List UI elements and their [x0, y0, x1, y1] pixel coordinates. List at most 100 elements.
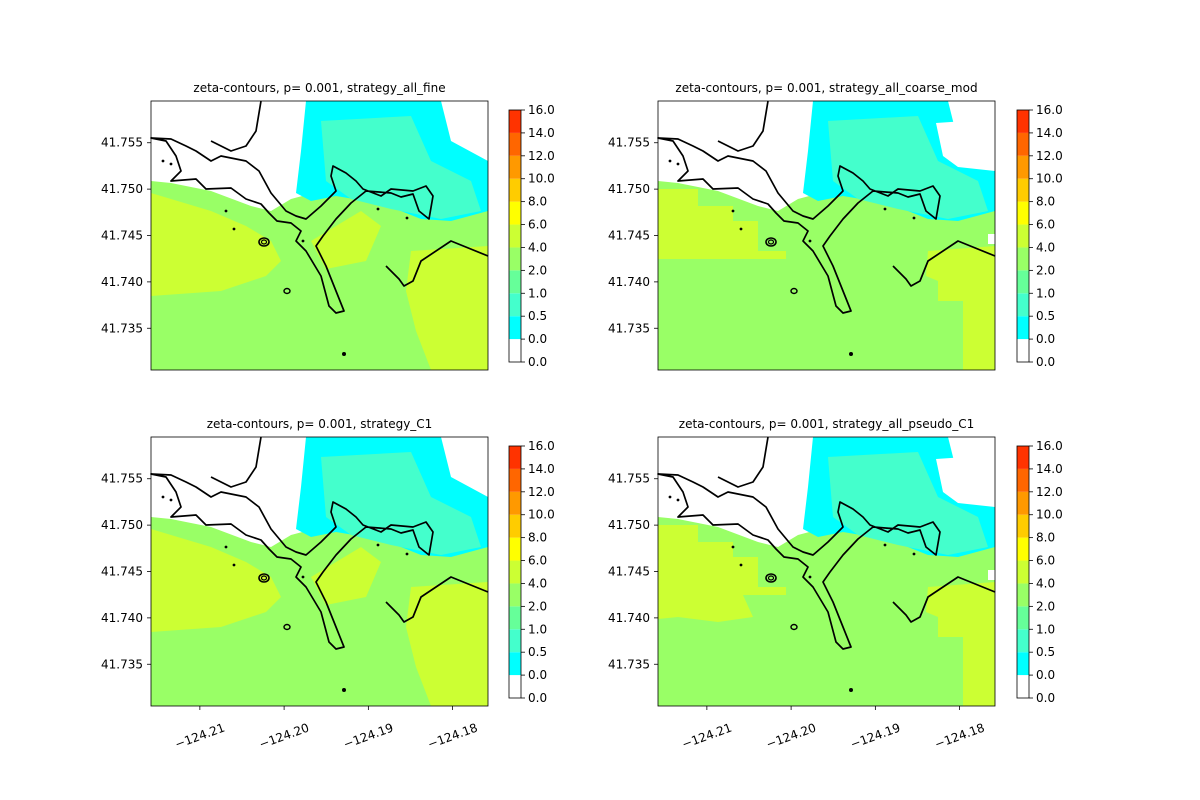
field-teal — [828, 116, 988, 219]
colorbar-2: 0.0 0.0 0.5 1.0 2.0 4.0 6.0 8.0 10.0 12.0 14.0 16.0 — [1016, 103, 1063, 369]
colorbar-tick-label: 8.0 — [1036, 195, 1055, 209]
colorbar-segment — [509, 270, 521, 294]
colorbar-tick-label: 1.0 — [528, 286, 547, 300]
shoreline — [657, 473, 941, 650]
marker-dot — [808, 575, 812, 579]
panel-3: zeta-contours, p= 0.001, strategy_C1 41.7… — [101, 417, 489, 752]
y-tick-label: 41.755 — [608, 472, 650, 486]
colorbar-tick-label: 8.0 — [528, 531, 547, 545]
field-lime-left — [658, 525, 786, 595]
x-tick-label: −124.19 — [342, 721, 396, 752]
y-tick-label: 41.750 — [608, 182, 650, 196]
y-tick-label: 41.740 — [101, 611, 143, 625]
island — [258, 573, 270, 583]
field-lime-extra — [658, 595, 753, 622]
colorbar-segment — [509, 606, 521, 630]
rock — [849, 688, 853, 692]
colorbar-4: 0.0 0.0 0.5 1.0 2.0 4.0 6.0 8.0 10.0 12.0 14.0 16.0 — [1016, 439, 1063, 705]
rock — [342, 688, 346, 692]
x-tick-label: −124.21 — [173, 721, 227, 752]
colorbar-segment — [509, 537, 521, 561]
marker-dot — [676, 162, 680, 166]
colorbar-tick-label: 12.0 — [1036, 485, 1063, 499]
marker-dot — [739, 563, 743, 567]
island-inner — [767, 575, 775, 581]
field-white-dot — [988, 570, 995, 580]
colorbar-segment — [1017, 468, 1029, 492]
colorbar-tick-label: 8.0 — [528, 195, 547, 209]
colorbar-tick-label: 1.0 — [1036, 286, 1055, 300]
colorbar-tick-label: 10.0 — [528, 508, 555, 522]
shoreline — [150, 473, 434, 650]
y-tick-label: 41.740 — [101, 275, 143, 289]
colorbar-frame — [508, 445, 522, 699]
y-tick-label: 41.735 — [101, 321, 143, 335]
marker-dot — [232, 563, 236, 567]
colorbar-tick-label: 16.0 — [528, 439, 555, 453]
colorbar-segment — [1017, 201, 1029, 225]
colorbar-segment — [1017, 606, 1029, 630]
colorbar-tick-label: 4.0 — [528, 240, 547, 254]
colorbar-tick-label: 16.0 — [1036, 439, 1063, 453]
field — [658, 101, 995, 370]
colorbar-segment — [1017, 652, 1029, 676]
panel-title: zeta-contours, p= 0.001, strategy_all_co… — [675, 81, 977, 95]
colorbar-tick-label: 16.0 — [1036, 103, 1063, 117]
colorbar-segment — [509, 629, 521, 653]
colorbar-segment — [1017, 537, 1029, 561]
marker-dot — [912, 552, 916, 556]
colorbar-tick-label: 6.0 — [528, 554, 547, 568]
y-tick-label: 41.740 — [608, 611, 650, 625]
colorbar-segment — [509, 583, 521, 607]
colorbar-tick-label: 2.0 — [528, 599, 547, 613]
colorbar-segment — [509, 247, 521, 271]
marker-dot — [676, 498, 680, 502]
colorbar-tick-label: 0.5 — [1036, 309, 1055, 323]
colorbar-tick-label: 8.0 — [1036, 531, 1055, 545]
marker-dot — [883, 207, 887, 211]
y-tick-label: 41.745 — [101, 565, 143, 579]
field-lime-left — [151, 193, 281, 296]
colorbar-tick-label: 1.0 — [528, 622, 547, 636]
colorbar-segment — [509, 224, 521, 248]
coast-north — [210, 100, 262, 152]
colorbar-tick-label: 2.0 — [528, 263, 547, 277]
y-tick-label: 41.750 — [101, 182, 143, 196]
y-tick-label: 41.745 — [101, 229, 143, 243]
shoreline-east — [385, 240, 489, 287]
x-tick-label: −124.21 — [680, 721, 734, 752]
colorbar-segment — [509, 293, 521, 317]
colorbar-frame — [508, 109, 522, 363]
colorbar-tick-label: 14.0 — [1036, 126, 1063, 140]
colorbar-segment — [1017, 339, 1029, 362]
marker-dot — [668, 159, 672, 163]
island-inner — [260, 575, 268, 581]
marker-dot — [232, 227, 236, 231]
x-tick-label: −124.19 — [849, 721, 903, 752]
colorbar-tick-label: 2.0 — [1036, 599, 1055, 613]
field — [658, 437, 995, 706]
marker-dot — [301, 239, 305, 243]
colorbar-1: 0.0 0.0 0.5 1.0 2.0 4.0 6.0 8.0 10.0 12.0 14.0 16.0 — [508, 103, 555, 369]
y-tick-label: 41.755 — [101, 136, 143, 150]
field-white-dot — [988, 234, 995, 244]
field-teal — [321, 452, 481, 555]
field-teal — [828, 452, 988, 555]
colorbar-tick-label: 0.5 — [528, 309, 547, 323]
field-lime-right — [926, 582, 995, 706]
colorbar-3: 0.0 0.0 0.5 1.0 2.0 4.0 6.0 8.0 10.0 12.0 14.0 16.0 — [508, 439, 555, 705]
islet — [790, 287, 798, 295]
shoreline — [657, 137, 941, 314]
shoreline — [150, 137, 434, 314]
field-lime-left — [658, 189, 786, 259]
colorbar-tick-label: 10.0 — [1036, 508, 1063, 522]
x-tick-label: −124.18 — [426, 721, 480, 752]
field-white-patch — [936, 119, 995, 171]
marker-dot — [376, 543, 380, 547]
x-tick-label: −124.18 — [933, 721, 987, 752]
colorbar-tick-label: 0.5 — [528, 645, 547, 659]
x-tick-label: −124.20 — [257, 721, 311, 752]
rock — [342, 352, 346, 356]
colorbar-tick-label: 10.0 — [1036, 172, 1063, 186]
